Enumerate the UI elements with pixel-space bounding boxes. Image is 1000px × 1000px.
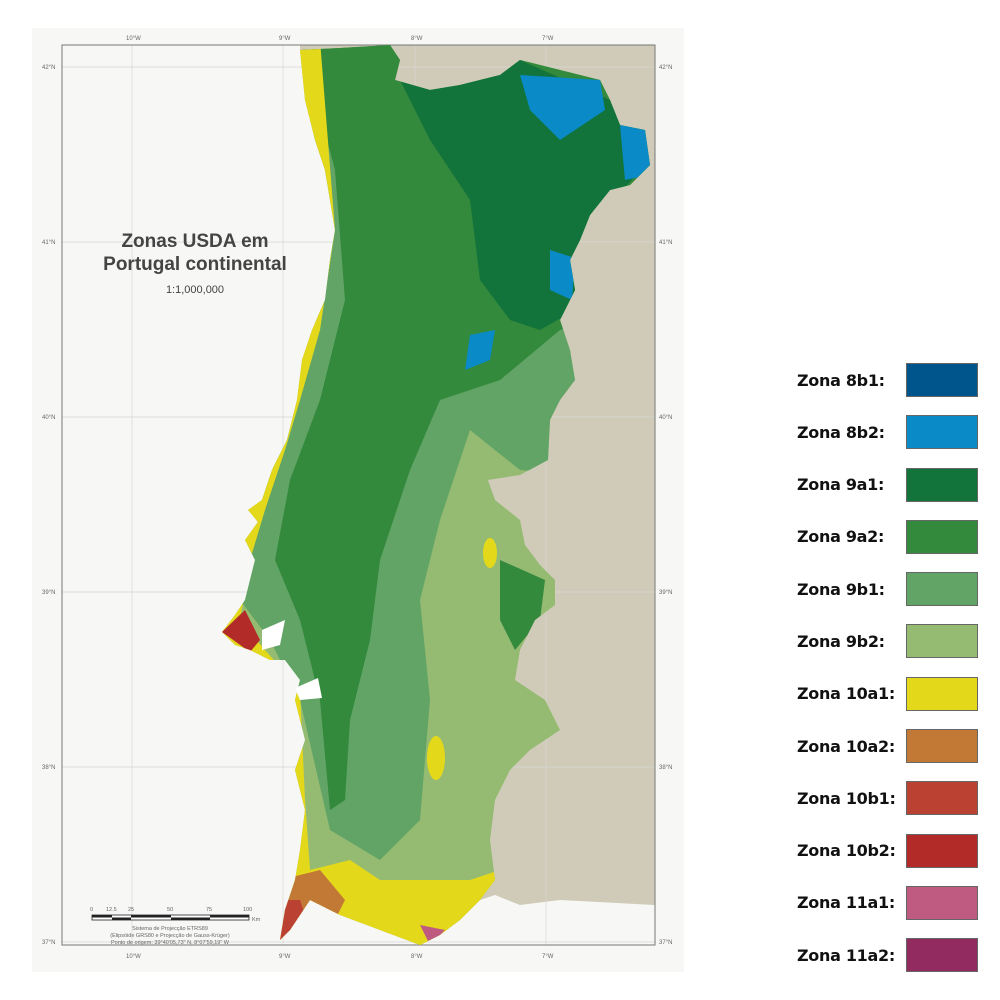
lat-label: 42°N [659,65,672,71]
lat-label: 38°N [659,765,672,771]
legend-label: Zona 9b1: [797,579,885,599]
zone-8b2 [520,75,605,140]
svg-text:Km: Km [252,917,261,923]
lat-label: 40°N [659,415,672,421]
zone-10a1 [483,538,497,568]
svg-text:0: 0 [90,907,93,913]
legend-swatch [906,729,978,764]
lat-label: 39°N [42,590,55,596]
title-line-1: Zonas USDA em [121,231,269,252]
legend-item: Zona 10a1: [797,676,987,712]
lat-label: 37°N [659,940,672,946]
legend-label: Zona 10a2: [797,736,895,756]
lon-label: 8°W [411,954,423,960]
zone-10a1 [427,736,445,780]
legend-item: Zona 10a2: [797,728,987,764]
zone-8b2 [465,330,495,370]
lat-label: 40°N [42,415,55,421]
legend: Zona 8b1: Zona 8b2: Zona 9a1: Zona 9a2: Zona… [797,362,987,990]
legend-swatch [906,781,978,816]
legend-label: Zona 9a1: [797,475,885,495]
legend-item: Zona 11a1: [797,885,987,921]
svg-text:75: 75 [206,907,212,913]
legend-item: Zona 8b1: [797,362,987,398]
legend-label: Zona 8b2: [797,422,885,442]
lon-label: 9°W [279,36,291,42]
legend-label: Zona 10b1: [797,788,896,808]
legend-item: Zona 9b2: [797,623,987,659]
latitude-labels: 42°N 41°N 40°N 39°N 38°N 37°N 42°N 41°N … [42,65,672,946]
legend-swatch [906,572,978,607]
legend-item: Zona 9a1: [797,467,987,503]
legend-item: Zona 10b2: [797,833,987,869]
zone-10b2 [222,610,260,652]
lon-label: 8°W [411,36,423,42]
zone-11a1 [420,925,445,945]
legend-swatch [906,676,978,711]
scale-ratio: 1:1,000,000 [165,284,225,296]
map-title: Zonas USDA em Portugal continental 1:1,0… [85,230,305,296]
lon-label: 7°W [542,954,554,960]
projection-line: (Elipsóide GRS80 e Projecção de Gauss-Kr… [110,933,230,939]
legend-swatch [906,938,978,973]
lat-label: 38°N [42,765,55,771]
lon-label: 10°W [126,954,141,960]
lat-label: 42°N [42,65,55,71]
legend-label: Zona 8b1: [797,370,885,390]
projection-line: Ponto de origem: 39°40'05,73" N, 8°07'59… [111,940,230,946]
legend-label: Zona 11a2: [797,945,895,965]
tagus-estuary [262,620,285,650]
lon-label: 10°W [126,36,141,42]
legend-item: Zona 9b1: [797,571,987,607]
svg-text:12.5: 12.5 [106,907,117,913]
lon-label: 9°W [279,954,291,960]
zone-8b2 [550,250,575,300]
legend-swatch [906,624,978,659]
legend-label: Zona 9b2: [797,631,885,651]
svg-text:50: 50 [167,907,173,913]
title-line-2: Portugal continental [103,254,287,275]
svg-text:25: 25 [128,907,134,913]
lon-label: 7°W [542,36,554,42]
legend-swatch [906,363,978,397]
legend-swatch [906,415,978,450]
legend-swatch [906,519,978,554]
svg-text:100: 100 [243,907,252,913]
scale-bar: 0 12.5 25 50 75 100 Km Sistema de Projec… [90,907,261,946]
legend-label: Zona 9a2: [797,527,885,547]
legend-label: Zona 10a1: [797,684,895,704]
legend-item: Zona 11a2: [797,937,987,973]
lat-label: 41°N [659,240,672,246]
legend-item: Zona 10b1: [797,780,987,816]
legend-swatch [906,833,978,868]
zone-8b2 [620,125,650,180]
legend-label: Zona 11a1: [797,893,895,913]
longitude-labels: 10°W 9°W 8°W 7°W 10°W 9°W 8°W 7°W [126,36,554,960]
legend-item: Zona 9a2: [797,519,987,555]
lat-label: 41°N [42,240,55,246]
legend-label: Zona 10b2: [797,841,896,861]
projection-line: Sistema de Projecção ETRS89 [132,926,208,932]
legend-item: Zona 8b2: [797,414,987,450]
lat-label: 39°N [659,590,672,596]
sado-estuary [295,678,322,700]
map-frame [61,44,656,946]
legend-swatch [906,885,978,920]
lat-label: 37°N [42,940,55,946]
legend-swatch [906,467,978,502]
